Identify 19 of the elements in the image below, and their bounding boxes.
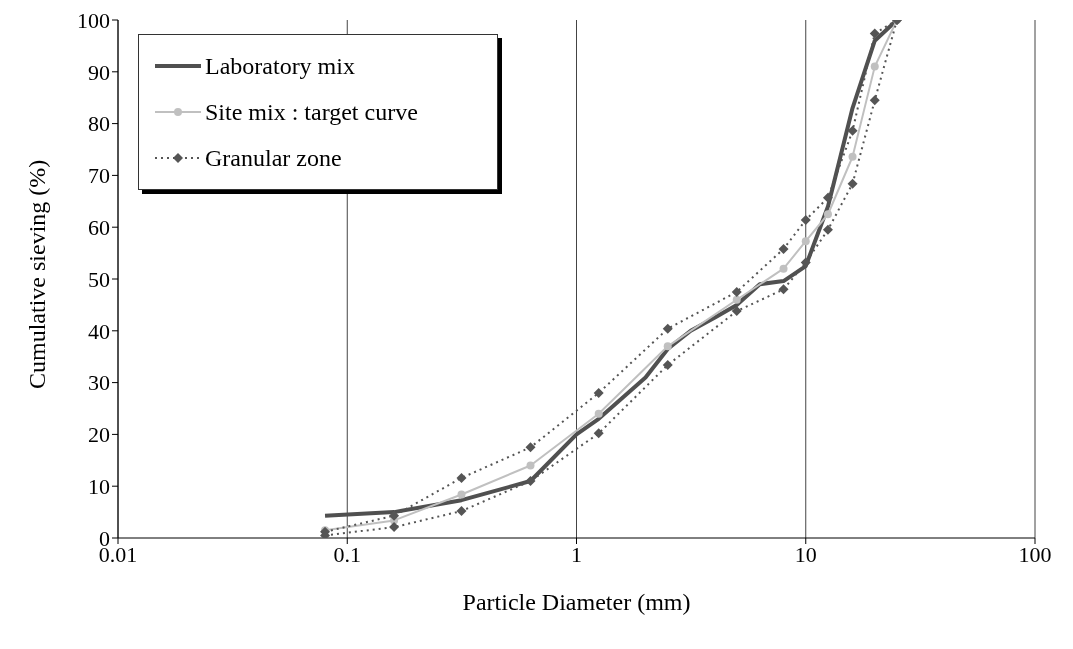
- y-tick-label: 10: [88, 474, 110, 500]
- y-tick-label: 80: [88, 111, 110, 137]
- y-tick-label: 100: [77, 7, 110, 33]
- legend-label: Laboratory mix: [205, 52, 355, 80]
- y-axis-title: Cumulative sieving (%): [23, 159, 50, 389]
- y-tick-label: 20: [88, 422, 110, 448]
- y-tick-label: 30: [88, 370, 110, 396]
- x-tick-label: 1: [571, 541, 582, 567]
- y-tick-label: 60: [88, 215, 110, 241]
- y-tick-label: 40: [88, 318, 110, 344]
- x-tick-label: 100: [1018, 541, 1052, 567]
- y-tick-label: 70: [88, 163, 110, 189]
- y-tick-label: 50: [88, 266, 110, 292]
- x-tick-label: 0.1: [333, 541, 361, 567]
- legend-label: Granular zone: [205, 144, 342, 172]
- y-tick-label: 90: [88, 59, 110, 85]
- x-axis-title: Particle Diameter (mm): [462, 589, 691, 615]
- x-tick-label: 10: [794, 541, 817, 567]
- legend-label: Site mix : target curve: [205, 98, 418, 126]
